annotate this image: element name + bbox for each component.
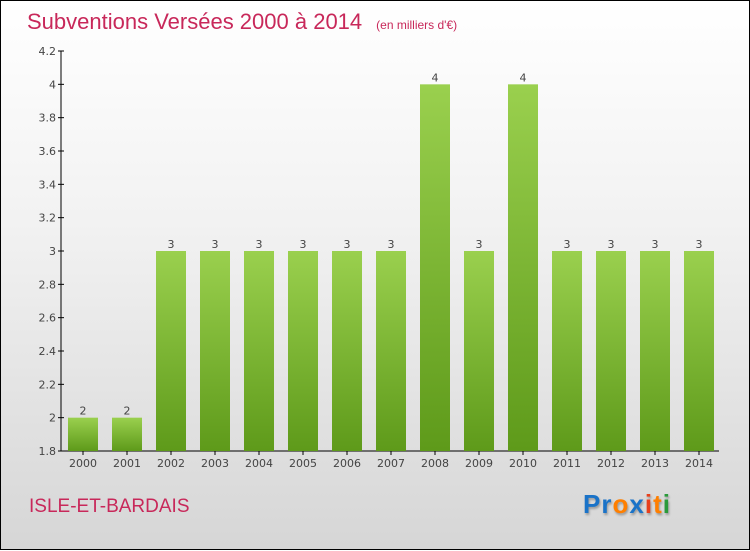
data-label: 3 [696,238,703,251]
bar [156,251,186,451]
bar [640,251,670,451]
y-tick-label: 3.4 [39,178,57,191]
x-tick-label: 2001 [113,457,141,470]
y-tick-label: 2 [49,412,56,425]
data-label: 4 [520,71,527,84]
x-tick-label: 2011 [553,457,581,470]
proxiti-logo: Proxiti [583,489,671,520]
data-label: 3 [476,238,483,251]
data-label: 3 [388,238,395,251]
data-label: 4 [432,71,439,84]
y-tick-label: 4.2 [39,45,57,58]
x-tick-label: 2007 [377,457,405,470]
bar [244,251,274,451]
x-tick-label: 2005 [289,457,317,470]
x-tick-label: 2002 [157,457,185,470]
bar [376,251,406,451]
bar [464,251,494,451]
logo-letter: i [644,489,654,519]
logo-letter: r [601,489,613,519]
chart-title: Subventions Versées 2000 à 2014 [27,9,363,34]
bar [112,417,142,451]
bar [508,84,538,451]
bar [596,251,626,451]
data-label: 3 [168,238,175,251]
data-label: 3 [564,238,571,251]
title-bar: Subventions Versées 2000 à 2014 (en mill… [27,9,457,35]
x-tick-label: 2009 [465,457,493,470]
x-tick-label: 2004 [245,457,273,470]
bar [288,251,318,451]
bar [68,417,98,451]
x-tick-label: 2012 [597,457,625,470]
bar [552,251,582,451]
x-tick-label: 2014 [685,457,713,470]
y-tick-label: 2.2 [39,378,57,391]
x-tick-label: 2008 [421,457,449,470]
x-tick-label: 2006 [333,457,361,470]
logo-letter: i [662,489,671,519]
y-tick-label: 3 [49,245,56,258]
y-tick-label: 3.2 [39,212,57,225]
logo-letter: t [653,489,663,519]
y-tick-label: 4 [49,78,56,91]
x-tick-label: 2010 [509,457,537,470]
logo-letter: o [612,489,630,519]
logo-letter: P [583,489,602,519]
logo-letter: x [629,489,645,519]
bar [332,251,362,451]
data-label: 3 [256,238,263,251]
chart-unit: (en milliers d'€) [376,18,458,32]
data-label: 3 [212,238,219,251]
bar [684,251,714,451]
y-tick-label: 2.8 [39,278,57,291]
data-label: 2 [80,405,87,418]
x-tick-label: 2003 [201,457,229,470]
data-label: 3 [652,238,659,251]
bar [420,84,450,451]
data-label: 3 [300,238,307,251]
y-tick-label: 3.8 [39,112,57,125]
y-tick-label: 2.4 [39,345,57,358]
x-tick-label: 2000 [69,457,97,470]
y-tick-label: 3.6 [39,145,57,158]
x-tick-label: 2013 [641,457,669,470]
y-tick-label: 2.6 [39,312,57,325]
commune-name: ISLE-ET-BARDAIS [29,496,190,517]
data-label: 3 [608,238,615,251]
bar [200,251,230,451]
y-tick-label: 1.8 [39,445,57,458]
data-label: 2 [124,405,131,418]
data-label: 3 [344,238,351,251]
